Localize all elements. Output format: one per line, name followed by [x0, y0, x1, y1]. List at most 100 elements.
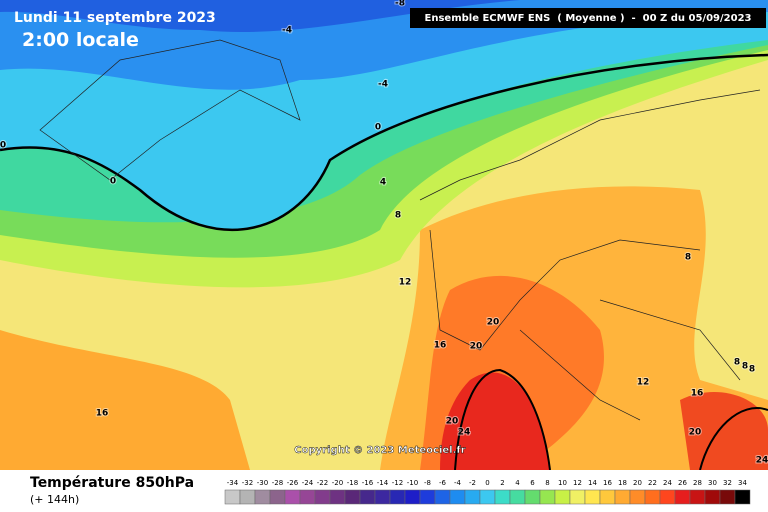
legend-swatch — [689, 489, 706, 505]
contour-label: 20 — [446, 417, 459, 427]
contour-24 — [699, 407, 768, 471]
legend-tick-label: 2 — [500, 479, 504, 487]
variable-title: Température 850hPa — [30, 475, 194, 491]
legend-swatch — [314, 489, 331, 505]
legend-tick-label: -4 — [454, 479, 462, 487]
field-hot — [440, 372, 550, 470]
legend-tick-label: -26 — [287, 479, 299, 487]
legend-swatch — [404, 489, 421, 505]
legend-tick-label: -32 — [242, 479, 253, 487]
legend-swatch — [299, 489, 316, 505]
legend-tick-label: 12 — [573, 479, 582, 487]
legend-tick-label: -18 — [347, 479, 358, 487]
legend-tick-label: 20 — [633, 479, 642, 487]
contour-label: 8 — [749, 365, 755, 375]
contour-label: -4 — [282, 26, 292, 36]
legend-swatch — [389, 489, 406, 505]
contour-label: -4 — [378, 80, 388, 90]
legend-swatch — [569, 489, 586, 505]
legend-tick-label: 22 — [648, 479, 657, 487]
legend-swatch — [329, 489, 346, 505]
field-warm — [0, 330, 250, 470]
legend-tick-label: 24 — [663, 479, 672, 487]
legend-swatch — [464, 489, 481, 505]
contour-label: 16 — [96, 409, 109, 419]
legend-swatch — [284, 489, 301, 505]
legend-tick-label: 26 — [678, 479, 687, 487]
legend-tick-label: -24 — [302, 479, 314, 487]
date: Lundi 11 septembre 2023 — [14, 10, 216, 26]
legend-tick-label: -2 — [469, 479, 476, 487]
legend-tick-label: 16 — [603, 479, 612, 487]
legend-swatch — [449, 489, 466, 505]
legend-tick-label: -8 — [424, 479, 431, 487]
legend-tick-label: -14 — [377, 479, 389, 487]
legend-tick-label: 0 — [485, 479, 489, 487]
legend-swatch — [659, 489, 676, 505]
forecast-step: (+ 144h) — [30, 493, 79, 506]
copyright: Copyright © 2023 Meteociel.fr — [294, 445, 465, 456]
contour-label: 4 — [380, 178, 386, 188]
legend-tick-label: -22 — [317, 479, 328, 487]
legend-swatch — [224, 489, 241, 505]
contour-label: 12 — [399, 278, 412, 288]
legend-swatch — [704, 489, 721, 505]
contour-label: 0 — [0, 141, 6, 151]
legend-swatch — [614, 489, 631, 505]
field-hot — [680, 391, 768, 470]
legend-swatch — [644, 489, 661, 505]
legend-tick-label: 8 — [545, 479, 549, 487]
legend-swatch — [674, 489, 691, 505]
contour-label: 24 — [458, 428, 471, 438]
legend-tick-label: -16 — [362, 479, 374, 487]
run-info: Ensemble ECMWF ENS ( Moyenne ) - 00 Z du… — [425, 13, 752, 24]
contour-label: 8 — [395, 211, 401, 221]
legend-swatch — [344, 489, 361, 505]
coastlines — [39, 39, 761, 421]
legend-tick-label: 10 — [558, 479, 567, 487]
legend-swatch — [239, 489, 256, 505]
legend-swatch — [554, 489, 571, 505]
legend-tick-label: 6 — [530, 479, 535, 487]
map-fields — [0, 0, 768, 471]
contour-label: 20 — [689, 428, 702, 438]
legend-tick-label: 34 — [738, 479, 747, 487]
legend-swatch — [269, 489, 286, 505]
contour-label: 20 — [470, 342, 483, 352]
legend-tick-label: -12 — [392, 479, 403, 487]
legend-tick-label: -20 — [332, 479, 343, 487]
legend-swatch — [359, 489, 376, 505]
contour-label: 8 — [734, 358, 740, 368]
contour-label: 24 — [756, 456, 768, 466]
legend-swatch — [599, 489, 616, 505]
legend-swatch — [494, 489, 511, 505]
legend-swatch — [584, 489, 601, 505]
legend-swatch — [734, 489, 751, 505]
contour-label: 0 — [110, 177, 116, 187]
legend-swatch — [479, 489, 496, 505]
color-legend: -34 -32 -30 -28 -26 -24 -22 -20 -18 -16 -14 -12 -10-… — [224, 479, 751, 505]
contour-label: -8 — [395, 0, 405, 9]
legend-tick-label: -34 — [227, 479, 239, 487]
legend-swatch — [629, 489, 646, 505]
legend-tick-label: -30 — [257, 479, 268, 487]
contour-label: 16 — [691, 389, 704, 399]
contour-24 — [454, 368, 551, 471]
contour-label: 12 — [637, 378, 650, 388]
legend-tick-label: 32 — [723, 479, 732, 487]
legend-swatch — [419, 489, 436, 505]
legend-tick-label: 28 — [693, 479, 702, 487]
contour-label: 16 — [434, 341, 447, 351]
legend-swatch — [374, 489, 391, 505]
legend-tick-label: 4 — [515, 479, 520, 487]
legend-swatch — [434, 489, 451, 505]
legend-tick-label: 14 — [588, 479, 597, 487]
run-box — [410, 8, 766, 28]
contour-label: 0 — [375, 123, 381, 133]
legend-swatch — [539, 489, 556, 505]
legend-tick-label: -10 — [407, 479, 418, 487]
contour-zero — [0, 53, 768, 232]
